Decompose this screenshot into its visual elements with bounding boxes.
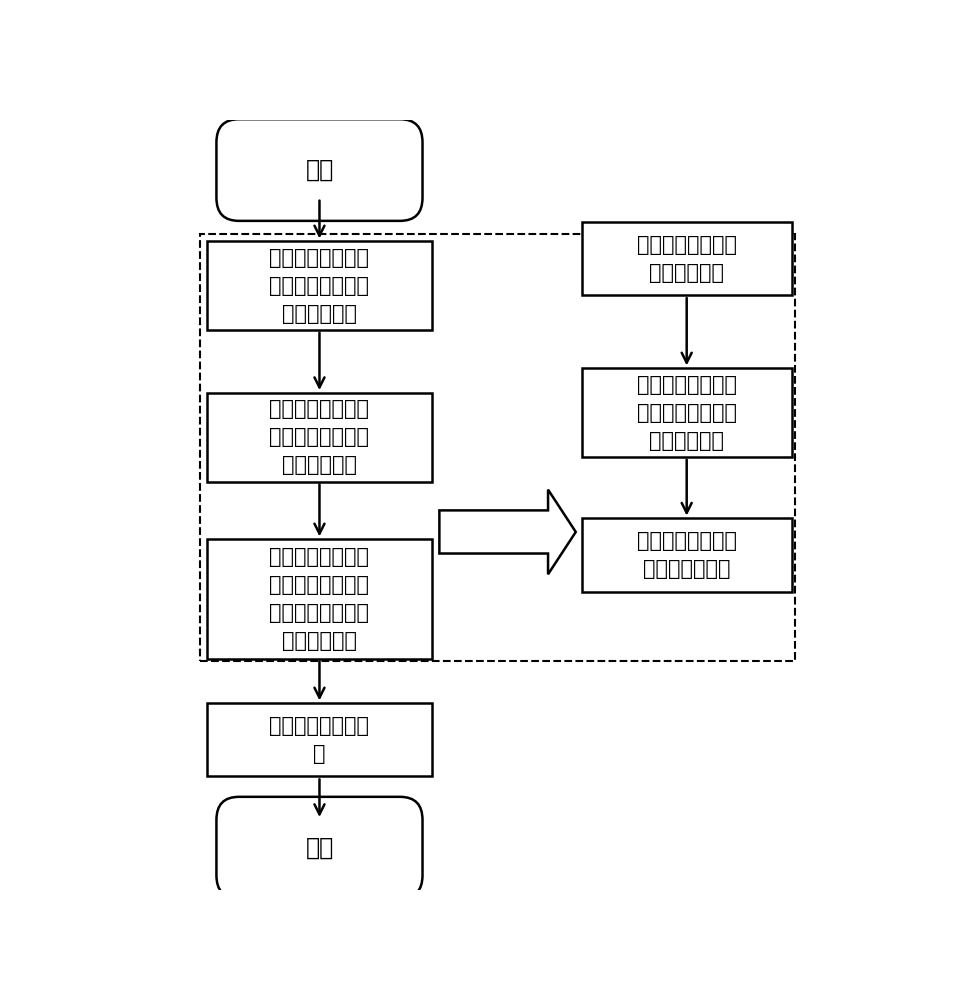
Text: 根据设备运行状态
量注意值和预警值
进行二次检测: 根据设备运行状态 量注意值和预警值 进行二次检测 xyxy=(636,375,737,451)
Bar xyxy=(582,368,792,457)
FancyBboxPatch shape xyxy=(217,119,423,221)
Bar xyxy=(207,539,432,659)
Text: 根据设备故障停机
率进行三次检测: 根据设备故障停机 率进行三次检测 xyxy=(636,531,737,579)
Bar xyxy=(582,222,792,295)
Text: 选择合适的检修策
略: 选择合适的检修策 略 xyxy=(270,716,369,764)
Text: 结束: 结束 xyxy=(306,836,334,860)
FancyBboxPatch shape xyxy=(217,797,423,898)
Bar xyxy=(207,241,432,330)
Polygon shape xyxy=(439,490,575,574)
Text: 根据标准状态信息
对各设备运行状态
进行检测评分: 根据标准状态信息 对各设备运行状态 进行检测评分 xyxy=(270,399,369,475)
Text: 开始: 开始 xyxy=(306,158,334,182)
Text: 根据各设备检测结
果和权重，得到柔
直换流阀冷却系统
整体检测结果: 根据各设备检测结 果和权重，得到柔 直换流阀冷却系统 整体检测结果 xyxy=(270,547,369,651)
Bar xyxy=(199,234,796,661)
Text: 根据设备运行年限
进行初次检测: 根据设备运行年限 进行初次检测 xyxy=(636,235,737,283)
Bar xyxy=(582,518,792,592)
Text: 采集柔直换流阀冷
却系统各设备实际
运行状态信息: 采集柔直换流阀冷 却系统各设备实际 运行状态信息 xyxy=(270,248,369,324)
Bar xyxy=(207,393,432,482)
Bar xyxy=(207,703,432,776)
